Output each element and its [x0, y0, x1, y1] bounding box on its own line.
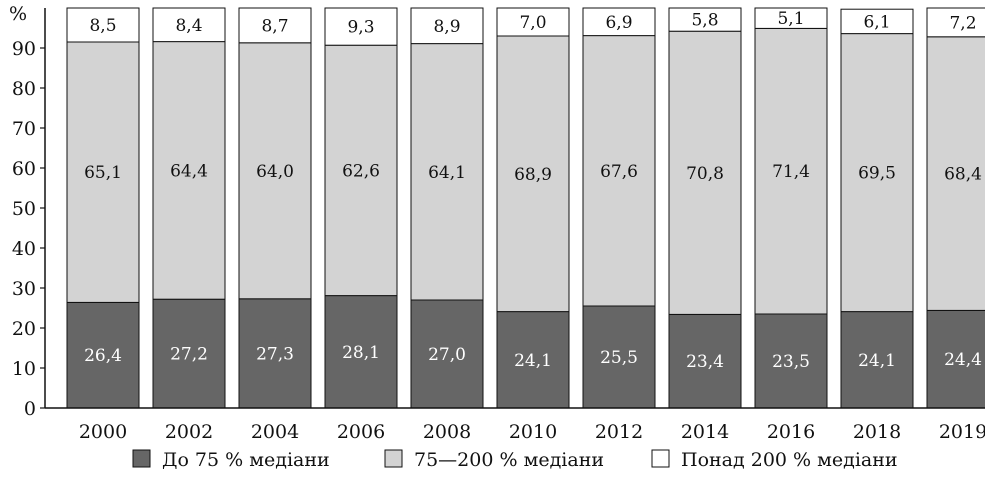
data-label: 67,6: [600, 162, 638, 182]
bar-segment: [238, 7, 312, 44]
x-tick-label: 2008: [423, 421, 471, 443]
data-label: 8,4: [175, 16, 202, 36]
y-tick-label: 50: [12, 198, 36, 220]
legend-swatch: [384, 449, 403, 468]
legend-label: 75—200 % медіани: [414, 449, 604, 471]
y-tick-label: 70: [12, 118, 36, 140]
data-label: 27,3: [256, 344, 294, 364]
x-tick-label: 2018: [853, 421, 901, 443]
bar-segment: [668, 7, 742, 32]
bar-segment: [324, 7, 398, 46]
data-label: 28,1: [342, 343, 380, 363]
bar-segment: [66, 301, 140, 409]
bar-segment: [668, 30, 742, 315]
legend: До 75 % медіани 75—200 % медіани Понад 200…: [132, 449, 898, 471]
data-label: 23,4: [686, 352, 724, 372]
y-axis-title: %: [9, 3, 27, 25]
data-label: 65,1: [84, 163, 122, 183]
bar-segment: [152, 298, 226, 409]
y-axis: 0 10 20 30 40 50 60 70 80 90: [12, 8, 46, 420]
y-tick-label: 90: [12, 38, 36, 60]
data-label: 27,0: [428, 345, 466, 365]
bar-segment: [238, 42, 312, 300]
x-tick-label: 2000: [79, 421, 127, 443]
data-label: 26,4: [84, 346, 122, 366]
data-label: 27,2: [170, 345, 208, 365]
data-label: 6,1: [863, 12, 890, 32]
data-label: 62,6: [342, 161, 380, 181]
bar-segment: [754, 313, 828, 409]
x-tick-label: 2012: [595, 421, 643, 443]
bar-segment: [496, 35, 570, 313]
bar-segment: [582, 305, 656, 409]
data-label: 68,9: [514, 165, 552, 185]
x-tick-label: 2006: [337, 421, 385, 443]
data-label: 69,5: [858, 164, 896, 184]
bar-segment: [840, 8, 914, 35]
bar-segment: [582, 35, 656, 307]
x-axis: 2000 2002 2004 2006 2008 2010 2012 2014 2016 2018…: [45, 407, 985, 443]
data-label: 5,8: [691, 11, 718, 31]
data-label: 70,8: [686, 164, 724, 184]
data-label: 9,3: [347, 18, 374, 38]
bar-segment: [840, 33, 914, 313]
bar-segment: [582, 7, 656, 37]
y-tick-label: 0: [24, 398, 36, 420]
data-label: 8,7: [261, 16, 288, 36]
legend-label: До 75 % медіани: [162, 449, 330, 471]
data-label: 68,4: [944, 165, 982, 185]
x-tick-label: 2004: [251, 421, 299, 443]
x-tick-label: 2010: [509, 421, 557, 443]
y-tick-label: 20: [12, 318, 36, 340]
data-label: 5,1: [777, 9, 804, 29]
data-label: 23,5: [772, 352, 810, 372]
bar-segment: [410, 299, 484, 409]
data-label: 64,0: [256, 162, 294, 182]
bar-segment: [496, 311, 570, 409]
bar-segment: [754, 7, 828, 29]
bar-segment: [66, 7, 140, 43]
bar-segment: [754, 27, 828, 315]
data-label: 7,0: [519, 13, 546, 33]
y-tick-label: 80: [12, 78, 36, 100]
data-label: 64,1: [428, 163, 466, 183]
bar-segment: [926, 36, 985, 311]
legend-label: Понад 200 % медіани: [681, 449, 898, 471]
bar-segment: [926, 7, 985, 38]
x-tick-label: 2016: [767, 421, 815, 443]
y-axis-title-label: %: [9, 3, 27, 25]
bar-segment: [668, 313, 742, 409]
bar-segment: [152, 41, 226, 300]
legend-swatch: [132, 449, 151, 468]
y-tick-label: 10: [12, 358, 36, 380]
data-label: 6,9: [605, 13, 632, 33]
bar-segment: [152, 7, 226, 43]
x-tick-label: 2019: [939, 421, 985, 443]
data-label: 7,2: [949, 13, 976, 33]
bar-segment: [496, 7, 570, 37]
legend-swatch: [651, 449, 670, 468]
y-tick-label: 30: [12, 278, 36, 300]
y-tick-label: 60: [12, 158, 36, 180]
data-label: 25,5: [600, 348, 638, 368]
bar-segment: [66, 41, 140, 303]
data-label: 71,4: [772, 162, 810, 182]
data-label: 8,9: [433, 17, 460, 37]
bar-segment: [324, 295, 398, 409]
data-label: 24,4: [944, 350, 982, 370]
data-label: 24,1: [514, 351, 552, 371]
bars: 26,4 65,1 8,5 27,2 64,4 8,4 27,3 64,0 8,7 28,1 62,…: [66, 7, 985, 409]
x-tick-label: 2002: [165, 421, 213, 443]
data-label: 24,1: [858, 351, 896, 371]
data-label: 64,4: [170, 161, 208, 181]
y-tick-label: 40: [12, 238, 36, 260]
bar-segment: [324, 44, 398, 297]
x-tick-label: 2014: [681, 421, 729, 443]
bar-segment: [410, 7, 484, 45]
data-label: 8,5: [89, 16, 116, 36]
